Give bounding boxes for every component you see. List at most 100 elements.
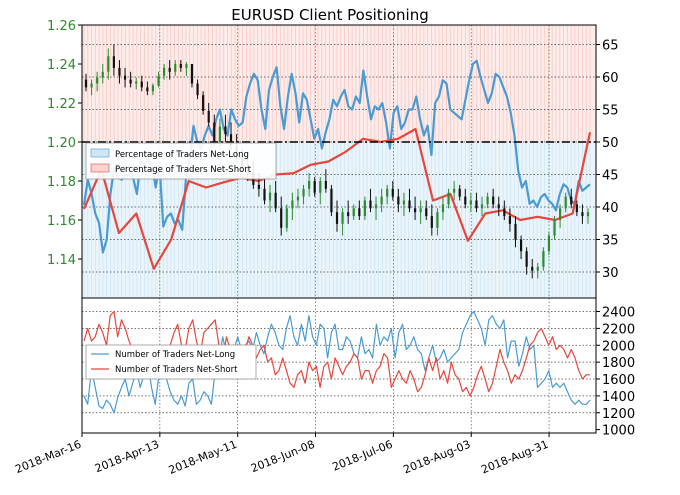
price-candle-body — [319, 181, 322, 193]
price-candle-body — [84, 79, 88, 88]
price-candle-body — [285, 208, 288, 228]
price-candle-body — [151, 85, 155, 92]
net-long-legend-swatch — [90, 148, 110, 158]
price-candle-body — [425, 208, 428, 217]
price-candle-body — [436, 212, 439, 228]
count-tick-label: 1200 — [602, 407, 635, 422]
price-candle-body — [157, 75, 160, 86]
net-short-percentage-line — [82, 127, 592, 270]
count-tick-label: 1000 — [602, 424, 635, 439]
price-candle-body — [263, 188, 266, 201]
price-candle-body — [570, 196, 573, 205]
price-candle-body — [441, 204, 445, 213]
price-candle-body — [469, 200, 472, 205]
percent-tick-label: 60 — [602, 71, 619, 86]
price-candle-body — [202, 95, 205, 111]
price-candle-body — [257, 184, 261, 189]
price-candle-body — [129, 79, 132, 84]
price-candle-body — [330, 188, 333, 213]
percent-tick-label: 35 — [602, 234, 619, 249]
price-candle-body — [123, 75, 127, 80]
price-candle-body — [101, 71, 104, 78]
count-tick-label: 1800 — [602, 356, 635, 371]
price-candle-body — [391, 188, 394, 197]
price-candle-body — [475, 200, 478, 209]
price-candle-body — [218, 126, 221, 142]
net-short-legend-label: Percentage of Traders Net-Short — [115, 165, 252, 175]
bottom-panel-frame — [81, 297, 597, 434]
price-candle-body — [268, 192, 272, 201]
price-candle-body — [229, 134, 233, 146]
price-candle-body — [308, 181, 311, 189]
price-candle-body — [397, 196, 400, 205]
price-candle-body — [559, 208, 562, 220]
top-legend-box — [85, 142, 277, 180]
price-candle-body — [179, 64, 182, 68]
price-candle-body — [514, 223, 517, 240]
price-candle-body — [207, 110, 210, 123]
price-candle-body — [402, 200, 406, 205]
price-candle-body — [581, 212, 584, 217]
net-short-count-legend-label: Number of Traders Net-Short — [115, 365, 238, 375]
price-candle-body — [419, 208, 422, 213]
percent-tick-label: 50 — [602, 136, 619, 151]
price-candle-body — [146, 87, 149, 92]
price-candle-body — [118, 67, 121, 76]
price-candle-body — [135, 81, 138, 84]
price-candle-body — [486, 196, 489, 205]
price-candle-body — [531, 266, 534, 271]
price-candle-body — [386, 188, 389, 197]
count-tick-label: 2000 — [602, 339, 635, 354]
percent-tick-label: 65 — [602, 39, 619, 54]
price-tick-label: 1.24 — [47, 58, 76, 73]
price-candle-body — [508, 216, 512, 224]
price-tick-label: 1.16 — [47, 214, 76, 229]
price-candle-body — [575, 204, 578, 213]
top-panel: 1.14 1.16 1.18 1.20 1.22 1.24 1.26 30 35 40 45 50 55… — [47, 19, 619, 299]
net-long-count-line — [83, 310, 591, 414]
price-candle-body — [112, 56, 115, 68]
price-candle-body — [341, 212, 344, 224]
price-tick-label: 1.26 — [47, 19, 76, 34]
price-candle-body — [274, 192, 277, 209]
price-candle-body — [519, 239, 523, 252]
price-candle-body — [586, 212, 590, 217]
price-candle-body — [324, 181, 327, 189]
net-long-percentage-line — [82, 59, 591, 254]
price-candle-body — [413, 208, 417, 213]
count-tick-label: 1600 — [602, 373, 635, 388]
price-candle-body — [553, 220, 556, 236]
price-candle-body — [291, 200, 294, 209]
price-candle-body — [503, 208, 506, 217]
price-candle-body — [90, 83, 93, 88]
price-candle-body — [107, 56, 110, 72]
price-candle-body — [464, 196, 467, 205]
percent-tick-label: 55 — [602, 104, 619, 119]
price-candle-body — [352, 208, 355, 217]
price-candle-body — [447, 192, 450, 205]
price-candle-body — [96, 77, 99, 84]
price-candle-body — [347, 212, 350, 217]
price-tick-label: 1.22 — [47, 97, 76, 112]
price-candle-body — [313, 181, 316, 193]
price-candle-body — [140, 81, 143, 88]
price-candle-body — [430, 216, 433, 228]
price-candle-body — [380, 196, 383, 205]
price-tick-label: 1.18 — [47, 175, 76, 190]
price-candle-body — [374, 204, 378, 209]
count-tick-label: 2400 — [602, 306, 635, 321]
price-candle-body — [335, 212, 339, 224]
price-candle-body — [564, 196, 567, 209]
percent-tick-label: 40 — [602, 201, 619, 216]
price-candle-body — [497, 204, 500, 209]
chart-title: EURUSD Client Positioning — [231, 6, 429, 24]
price-candle-body — [453, 188, 456, 193]
price-candle-body — [525, 251, 528, 267]
price-candle-body — [547, 235, 551, 252]
top-legend: Percentage of Traders Net-Long Percentage… — [85, 142, 277, 180]
price-candle-body — [190, 64, 194, 84]
price-candle-body — [185, 64, 188, 68]
price-candle-body — [280, 208, 283, 228]
